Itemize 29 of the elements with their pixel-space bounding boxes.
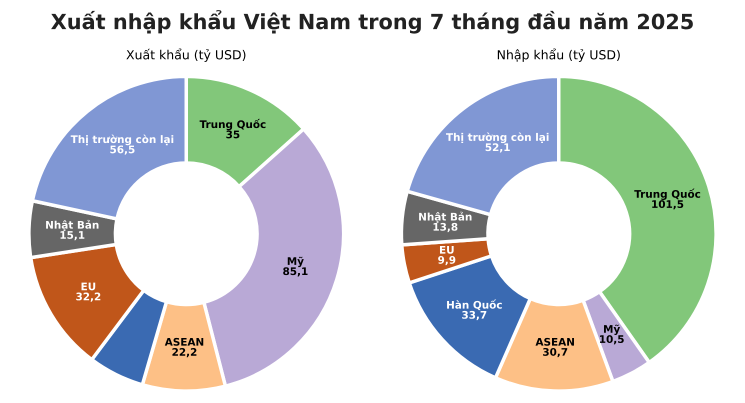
slice-label: Trung Quốc [200,118,266,130]
chart-title: Xuất nhập khẩu Việt Nam trong 7 tháng đầu năm 2025 [51,10,693,34]
slice-label: Thị trường còn lại [70,134,174,146]
slice-label: EU [440,246,454,254]
chart-subtitle: Nhập khẩu (tỷ USD) [498,48,620,62]
data-label: 22,2 [172,348,196,358]
slice-label: Nhật Bản [419,212,472,223]
chart-subtitle: Xuất khẩu (tỷ USD) [126,48,246,62]
slice-label: Mỹ [288,256,304,268]
data-label: 56,5 [110,145,135,155]
slice-label: Trung Quốc [634,188,700,200]
data-label: 32,2 [76,292,100,302]
slice-label: Nhật Bản [46,220,98,231]
slice-label: Mỹ [604,324,620,335]
data-label: 35 [226,130,240,138]
slice-label: ASEAN [164,338,204,346]
data-label: 13,8 [434,222,458,232]
slice-label: ASEAN [536,338,574,346]
data-label: 10,5 [600,335,624,344]
data-label: 52,1 [486,143,510,152]
data-label: 101,5 [652,200,684,210]
data-label: 15,1 [60,231,84,240]
slice-label: Thị trường còn lại [446,132,549,144]
data-label: 33,7 [462,310,486,320]
slice-label: EU [82,282,96,290]
data-label: 85,1 [283,267,308,276]
slice-label: Hàn Quốc [447,299,502,310]
data-label: 9,9 [438,256,456,266]
data-label: 30,7 [543,348,568,358]
